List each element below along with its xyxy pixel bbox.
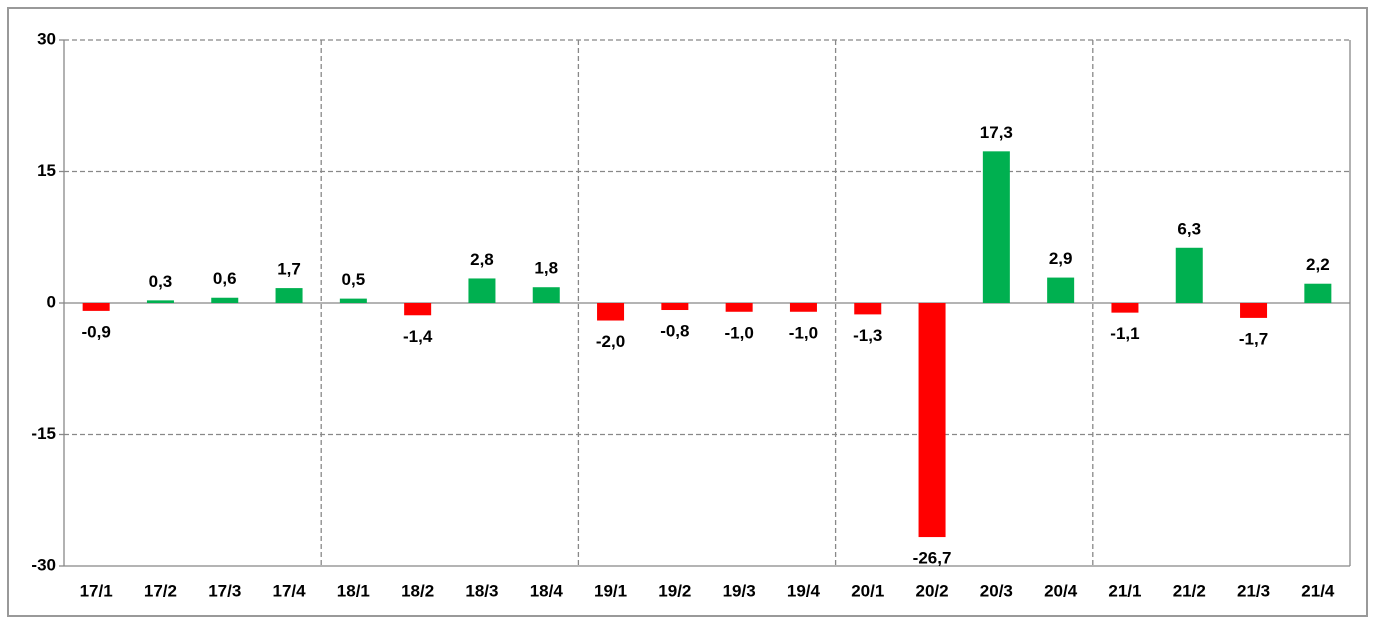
bar [982, 151, 1010, 303]
x-tick-label: 17/4 [273, 581, 307, 600]
bar [1175, 247, 1203, 303]
bar [404, 303, 432, 316]
x-tick-label: 20/4 [1044, 581, 1078, 600]
x-tick-label: 18/3 [465, 581, 498, 600]
value-label: 2,9 [1049, 249, 1073, 268]
x-tick-label: 19/2 [658, 581, 691, 600]
x-tick-label: 21/4 [1301, 581, 1335, 600]
bar [211, 297, 239, 303]
bar [1047, 277, 1075, 303]
value-label: -1,0 [725, 323, 754, 342]
x-tick-label: 19/3 [723, 581, 756, 600]
bar [82, 303, 110, 311]
y-tick-label: 15 [37, 161, 56, 180]
value-label: -1,3 [853, 326, 882, 345]
bar [1240, 303, 1268, 318]
bar [146, 300, 174, 303]
value-label: 1,7 [277, 260, 301, 279]
bar [661, 303, 689, 311]
y-tick-label: 0 [47, 292, 56, 311]
x-tick-label: 18/4 [530, 581, 564, 600]
y-tick-label: -15 [31, 424, 56, 443]
y-tick-label: -30 [31, 555, 56, 574]
bar [854, 303, 882, 315]
x-tick-label: 18/2 [401, 581, 434, 600]
bar [918, 303, 946, 538]
bar [1304, 283, 1332, 303]
value-label: -1,0 [789, 323, 818, 342]
value-label: 6,3 [1177, 219, 1201, 238]
value-label: -2,0 [596, 332, 625, 351]
x-tick-label: 20/3 [980, 581, 1013, 600]
x-tick-label: 21/3 [1237, 581, 1270, 600]
value-label: -1,4 [403, 327, 433, 346]
x-tick-label: 19/4 [787, 581, 821, 600]
value-label: 0,6 [213, 269, 237, 288]
bar [1111, 303, 1139, 313]
bar [789, 303, 817, 312]
x-tick-label: 21/2 [1173, 581, 1206, 600]
value-label: 0,3 [149, 272, 173, 291]
x-tick-label: 20/2 [916, 581, 949, 600]
x-tick-label: 18/1 [337, 581, 370, 600]
y-tick-label: 30 [37, 29, 56, 48]
bar [597, 303, 625, 321]
value-label: 0,5 [342, 270, 366, 289]
bar [275, 288, 303, 303]
x-tick-label: 21/1 [1108, 581, 1141, 600]
value-label: -1,1 [1110, 324, 1139, 343]
value-label: -0,8 [660, 321, 689, 340]
value-label: -0,9 [82, 322, 111, 341]
value-label: 17,3 [980, 123, 1013, 142]
x-tick-label: 19/1 [594, 581, 627, 600]
chart-frame [7, 7, 1368, 617]
x-tick-label: 17/3 [208, 581, 241, 600]
bar [532, 287, 560, 303]
value-label: 2,2 [1306, 255, 1330, 274]
x-tick-label: 17/2 [144, 581, 177, 600]
value-label: 1,8 [534, 259, 558, 278]
value-label: -1,7 [1239, 329, 1268, 348]
value-label: -26,7 [913, 549, 952, 568]
bar [339, 298, 367, 303]
x-tick-label: 17/1 [80, 581, 113, 600]
bar [725, 303, 753, 312]
bar [468, 278, 496, 303]
x-tick-label: 20/1 [851, 581, 884, 600]
value-label: 2,8 [470, 250, 494, 269]
